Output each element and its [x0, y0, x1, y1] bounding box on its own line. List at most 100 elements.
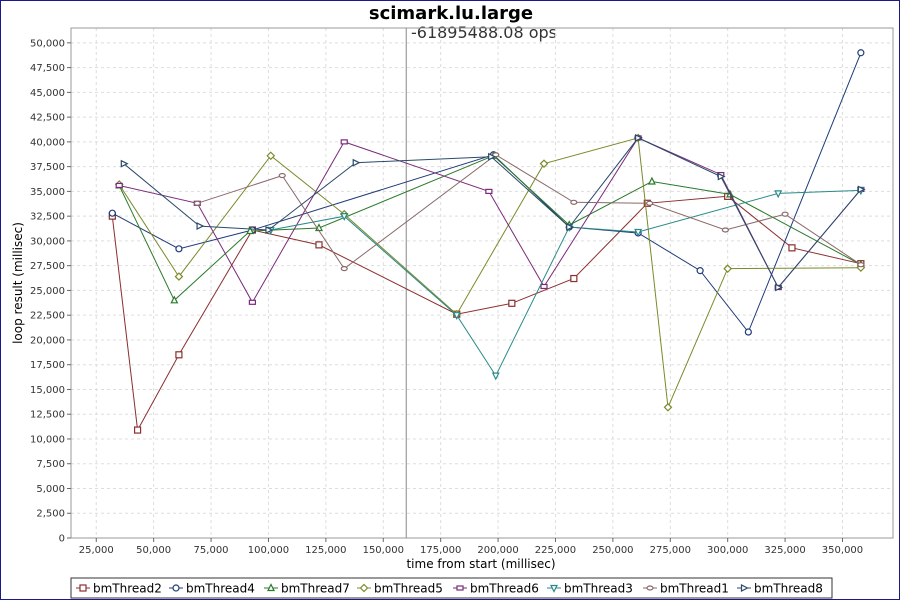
y-tick-label: 40,000 [30, 137, 65, 148]
data-point [857, 49, 865, 57]
data-point [340, 139, 348, 145]
legend-item-bmThread8: bmThread8 [737, 582, 823, 596]
x-tick-label: 175,000 [420, 545, 461, 556]
data-point [647, 176, 656, 185]
x-tick-label: 150,000 [363, 545, 404, 556]
data-point [781, 211, 789, 217]
y-tick-label: 45,000 [30, 88, 65, 99]
data-point [488, 152, 497, 161]
y-tick-label: 42,500 [30, 113, 65, 124]
series-bmThread6 [115, 135, 865, 305]
data-point [634, 228, 643, 237]
legend-item-bmThread4: bmThread4 [169, 582, 255, 596]
series-bmThread8 [120, 133, 866, 292]
data-point [174, 272, 184, 281]
x-tick-label: 75,000 [194, 545, 229, 556]
y-tick-label: 30,000 [30, 236, 65, 247]
x-tick-label: 275,000 [650, 545, 691, 556]
ticks-layer: 0 2,500 5,000 7,500 10,000 12,500 15,000 17,500… [30, 38, 863, 556]
data-point [550, 584, 558, 593]
y-tick-label: 0 [59, 534, 65, 545]
x-tick-label: 225,000 [535, 545, 576, 556]
legend-item-bmThread7: bmThread7 [264, 582, 350, 596]
y-tick-label: 20,000 [30, 335, 65, 346]
data-point [340, 213, 349, 221]
data-point [635, 133, 643, 142]
legend-item-bmThread2: bmThread2 [76, 582, 162, 596]
chart-title: scimark.lu.large [369, 3, 533, 24]
x-tick-label: 350,000 [822, 545, 863, 556]
plot-area [70, 27, 894, 539]
legend-box [70, 577, 833, 599]
data-point [539, 159, 549, 169]
data-point [775, 283, 784, 292]
y-tick-label: 12,500 [30, 410, 65, 421]
y-tick-label: 50,000 [30, 38, 65, 49]
series-bmThread1 [193, 152, 865, 272]
legend-label: bmThread5 [374, 582, 443, 596]
legend-label: bmThread4 [186, 582, 255, 596]
data-point [79, 584, 87, 592]
data-point [452, 312, 461, 321]
data-point [857, 262, 865, 268]
data-point [315, 241, 323, 249]
legend-item-bmThread6: bmThread6 [453, 582, 539, 596]
y-tick-label: 32,500 [30, 212, 65, 223]
data-point [267, 583, 275, 592]
data-point [265, 226, 274, 234]
data-point [717, 172, 726, 181]
data-point [570, 199, 578, 205]
legend-label: bmThread3 [564, 582, 633, 596]
data-point [744, 328, 752, 336]
legend: bmThread2 bmThread4 bmThread7 bmThread5 bmTh… [76, 582, 823, 596]
data-point [723, 264, 733, 273]
y-tick-label: 7,500 [36, 459, 65, 470]
x-axis-title: time from start (millisec) [406, 557, 555, 571]
data-point [175, 245, 183, 253]
y-tick-label: 27,500 [30, 261, 65, 272]
data-point [491, 372, 500, 381]
data-point [340, 266, 348, 272]
data-point [566, 223, 575, 232]
legend-label: bmThread2 [93, 582, 162, 596]
data-point [115, 182, 123, 189]
data-point [352, 158, 361, 167]
data-point [456, 585, 464, 591]
data-point [540, 283, 548, 290]
x-tick-label: 50,000 [136, 545, 171, 556]
data-point [570, 274, 578, 283]
x-tick-label: 25,000 [79, 545, 114, 556]
x-tick-label: 200,000 [477, 545, 518, 556]
legend-label: bmThread6 [470, 582, 539, 596]
y-tick-label: 2,500 [36, 509, 65, 520]
y-tick-label: 15,000 [30, 385, 65, 396]
data-point [108, 209, 116, 217]
data-point [196, 222, 205, 231]
x-tick-label: 325,000 [764, 545, 805, 556]
data-point [120, 159, 129, 168]
chart-subtitle: -61895488.08 ops [411, 23, 557, 42]
series-line [119, 137, 862, 304]
data-point [359, 583, 369, 593]
data-point [193, 200, 201, 206]
data-point [646, 585, 654, 591]
data-point [278, 172, 286, 179]
data-point [774, 190, 783, 199]
data-point [857, 185, 866, 194]
y-tick-label: 47,500 [30, 63, 65, 74]
series-layer [108, 49, 866, 434]
data-point [246, 226, 255, 235]
data-point [663, 402, 673, 412]
series-line [118, 137, 861, 410]
legend-item-bmThread5: bmThread5 [357, 582, 443, 596]
y-tick-label: 17,500 [30, 360, 65, 371]
x-tick-label: 100,000 [248, 545, 289, 556]
data-point [696, 267, 704, 275]
y-tick-label: 35,000 [30, 187, 65, 198]
data-point [788, 244, 796, 252]
series-line [270, 189, 861, 377]
y-tick-label: 22,500 [30, 311, 65, 322]
y-tick-label: 10,000 [30, 434, 65, 445]
x-tick-label: 125,000 [305, 545, 346, 556]
